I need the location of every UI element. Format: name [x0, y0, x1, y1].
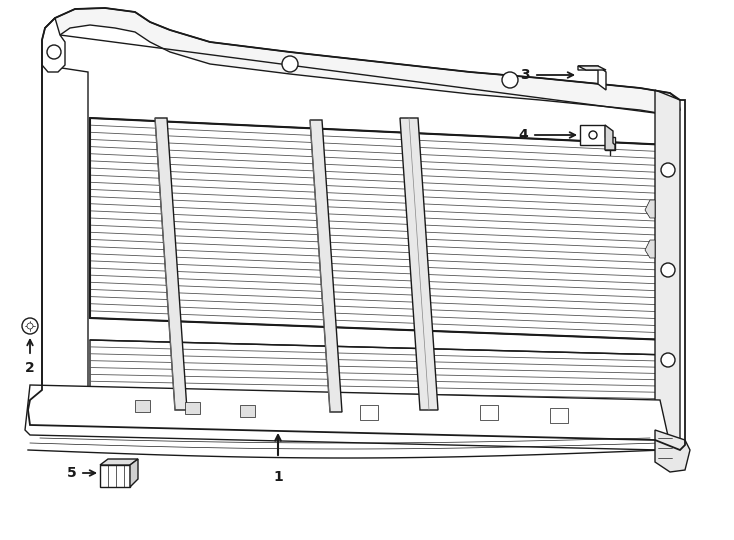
Text: 2: 2	[25, 361, 35, 375]
Polygon shape	[90, 340, 670, 405]
Polygon shape	[130, 459, 138, 487]
Text: 5: 5	[68, 466, 77, 480]
Polygon shape	[42, 65, 88, 405]
Polygon shape	[578, 66, 606, 90]
Text: 3: 3	[520, 68, 530, 82]
Polygon shape	[480, 405, 498, 420]
Circle shape	[661, 353, 675, 367]
Polygon shape	[25, 385, 670, 450]
Polygon shape	[655, 90, 680, 440]
Text: 1: 1	[273, 470, 283, 484]
Polygon shape	[185, 402, 200, 414]
Polygon shape	[550, 408, 568, 423]
Polygon shape	[45, 8, 680, 115]
Circle shape	[661, 263, 675, 277]
Text: 4: 4	[518, 128, 528, 142]
Circle shape	[589, 131, 597, 139]
Circle shape	[661, 163, 675, 177]
Polygon shape	[578, 66, 606, 70]
Polygon shape	[645, 200, 655, 218]
Polygon shape	[90, 118, 670, 340]
Polygon shape	[655, 430, 690, 472]
Circle shape	[47, 45, 61, 59]
Polygon shape	[100, 465, 130, 487]
Polygon shape	[645, 240, 655, 258]
Polygon shape	[240, 405, 255, 417]
Polygon shape	[100, 459, 138, 465]
Polygon shape	[360, 405, 378, 420]
Circle shape	[22, 318, 38, 334]
Polygon shape	[42, 18, 65, 72]
Circle shape	[282, 56, 298, 72]
Polygon shape	[400, 118, 438, 410]
Circle shape	[27, 323, 33, 329]
Circle shape	[502, 72, 518, 88]
Polygon shape	[580, 125, 615, 150]
Polygon shape	[155, 118, 187, 410]
Polygon shape	[135, 400, 150, 412]
Polygon shape	[310, 120, 342, 412]
Polygon shape	[605, 125, 615, 150]
